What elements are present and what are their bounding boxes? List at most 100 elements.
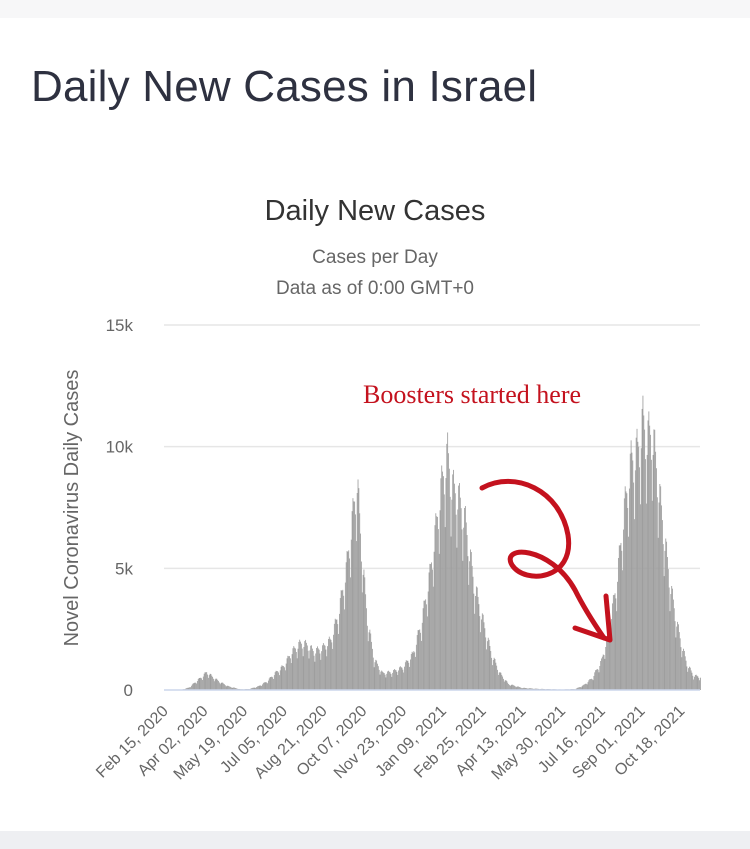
- daily-case-bar: [331, 642, 333, 690]
- daily-case-bar: [666, 541, 668, 690]
- daily-case-bar: [391, 676, 393, 690]
- daily-case-bar: [519, 687, 521, 690]
- daily-case-bar: [286, 658, 288, 690]
- daily-case-bar: [415, 644, 417, 690]
- daily-case-bar: [517, 686, 519, 690]
- daily-case-bar: [600, 660, 602, 690]
- daily-case-bar: [307, 650, 309, 690]
- daily-case-bar: [379, 674, 381, 690]
- daily-case-bar: [674, 621, 676, 690]
- daily-case-bar: [648, 411, 650, 690]
- daily-case-bar: [446, 443, 448, 690]
- annotation-arrow: [479, 478, 613, 643]
- daily-case-bar: [531, 688, 533, 690]
- daily-case-bar: [514, 685, 515, 690]
- daily-case-bar: [664, 550, 666, 690]
- daily-case-bar: [613, 594, 615, 690]
- daily-case-bar: [341, 590, 343, 690]
- daily-case-bar: [293, 646, 295, 690]
- daily-case-bar: [511, 684, 513, 690]
- daily-case-bar: [480, 632, 482, 690]
- daily-case-bar: [432, 586, 434, 690]
- daily-case-bar: [204, 672, 206, 690]
- daily-case-bar: [282, 665, 284, 690]
- daily-case-bar: [265, 682, 267, 690]
- daily-case-bar: [322, 643, 324, 690]
- daily-case-bar: [694, 674, 696, 690]
- daily-case-bar: [672, 599, 674, 690]
- daily-case-bar: [221, 682, 223, 690]
- daily-case-bar: [431, 562, 432, 690]
- y-axis-label: Novel Coronavirus Daily Cases: [61, 370, 83, 647]
- daily-case-bar: [257, 686, 259, 690]
- daily-case-bar: [614, 593, 616, 690]
- daily-case-bar: [399, 666, 401, 690]
- daily-case-bar: [638, 446, 640, 690]
- daily-case-bar: [439, 510, 441, 690]
- daily-case-bar: [455, 514, 457, 690]
- daily-case-bar: [612, 595, 614, 690]
- daily-case-bar: [650, 434, 651, 690]
- daily-case-bar: [306, 642, 307, 690]
- daily-case-bar: [658, 502, 660, 690]
- daily-case-bar: [251, 688, 252, 690]
- daily-case-bar: [460, 508, 462, 690]
- daily-case-bar: [433, 551, 435, 690]
- daily-case-bar: [256, 687, 257, 690]
- daily-case-bar: [682, 650, 684, 690]
- daily-case-bar: [209, 673, 211, 690]
- daily-case-bar: [405, 660, 407, 690]
- daily-case-bar: [644, 429, 646, 690]
- daily-case-bar: [308, 658, 310, 690]
- daily-case-bar: [267, 683, 268, 690]
- daily-case-bar: [578, 687, 580, 690]
- daily-case-bar: [192, 683, 194, 690]
- daily-case-bar: [581, 686, 583, 690]
- daily-case-bar: [435, 513, 437, 690]
- daily-case-bar: [528, 688, 530, 690]
- annotation-arrowhead: [572, 593, 613, 643]
- daily-case-bar: [370, 633, 372, 690]
- daily-case-bar: [278, 675, 280, 690]
- daily-case-bar: [235, 688, 237, 690]
- daily-case-bar: [317, 646, 318, 690]
- daily-case-bar: [415, 656, 416, 690]
- daily-case-bar: [278, 672, 279, 690]
- daily-case-bar: [471, 565, 473, 690]
- daily-case-bar: [206, 672, 208, 690]
- daily-case-bar: [414, 652, 416, 690]
- daily-case-bar: [606, 637, 608, 690]
- daily-case-bar: [687, 671, 689, 690]
- daily-case-bar: [351, 511, 353, 690]
- daily-case-bar: [305, 639, 307, 690]
- daily-case-bar: [479, 616, 481, 690]
- daily-case-bar: [397, 674, 399, 690]
- daily-case-bar: [218, 681, 219, 690]
- daily-case-bar: [230, 687, 232, 690]
- daily-case-bar: [670, 594, 672, 690]
- daily-case-bar: [453, 469, 454, 690]
- daily-case-bar: [398, 670, 400, 690]
- daily-case-bar: [467, 556, 469, 690]
- daily-case-bar: [678, 624, 679, 690]
- daily-case-bar: [640, 448, 642, 690]
- daily-case-bar: [201, 678, 203, 690]
- daily-case-bar: [611, 619, 613, 690]
- daily-case-bar: [321, 651, 323, 690]
- daily-case-bar: [385, 677, 387, 690]
- daily-case-bar: [529, 688, 531, 690]
- daily-case-bar: [681, 657, 683, 690]
- daily-case-bar: [502, 676, 504, 690]
- daily-case-bar: [260, 685, 262, 690]
- daily-case-bar: [387, 671, 389, 690]
- daily-case-bar: [267, 680, 269, 690]
- daily-case-bar: [392, 672, 394, 690]
- daily-case-bar: [607, 631, 608, 690]
- daily-case-bar: [323, 644, 325, 690]
- daily-case-bar: [510, 685, 512, 690]
- daily-case-bar: [253, 687, 255, 690]
- daily-case-bar: [597, 669, 599, 690]
- daily-case-bar: [497, 669, 498, 690]
- daily-case-bar: [257, 686, 258, 690]
